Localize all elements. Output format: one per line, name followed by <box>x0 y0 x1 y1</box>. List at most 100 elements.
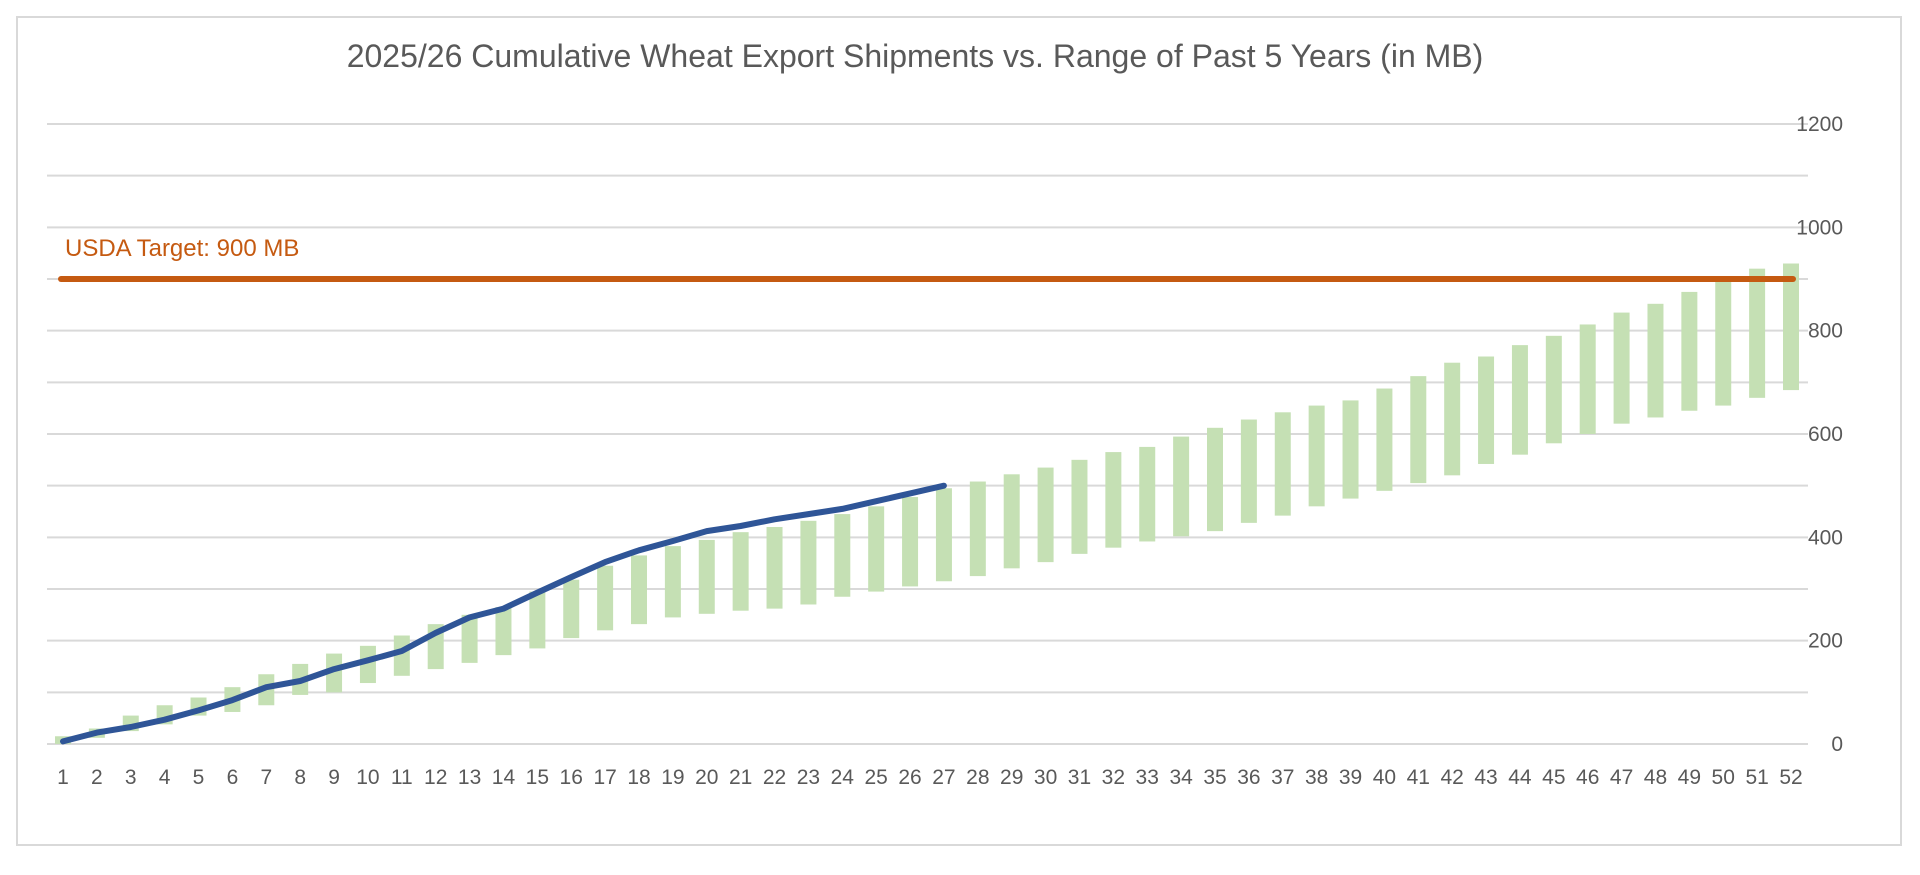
x-tick-label: 3 <box>125 766 137 789</box>
x-tick-label: 44 <box>1508 766 1532 789</box>
x-tick-label: 33 <box>1136 766 1159 789</box>
y-tick-label: 600 <box>1808 423 1843 446</box>
x-tick-label: 10 <box>356 766 379 789</box>
x-tick-label: 37 <box>1271 766 1294 789</box>
x-tick-label: 8 <box>294 766 306 789</box>
x-tick-label: 31 <box>1068 766 1091 789</box>
x-tick-label: 15 <box>526 766 549 789</box>
x-tick-label: 46 <box>1576 766 1599 789</box>
x-tick-label: 11 <box>391 766 413 789</box>
range-bars <box>55 263 1799 744</box>
range-bar <box>902 497 919 587</box>
x-tick-label: 17 <box>593 766 616 789</box>
x-tick-label: 40 <box>1373 766 1396 789</box>
range-bar <box>326 653 343 693</box>
x-tick-label: 23 <box>797 766 820 789</box>
range-bar <box>1207 427 1223 532</box>
x-tick-label: 21 <box>729 766 752 789</box>
range-bar <box>1783 263 1799 391</box>
x-tick-label: 6 <box>227 766 239 789</box>
range-bar <box>1478 356 1495 464</box>
shipments-line <box>60 482 947 745</box>
x-tick-label: 9 <box>328 766 340 789</box>
x-tick-label: 34 <box>1169 766 1193 789</box>
y-tick-label: 1200 <box>1796 113 1843 136</box>
range-bar <box>495 607 512 656</box>
x-tick-label: 22 <box>763 766 786 789</box>
x-tick-label: 29 <box>1000 766 1023 789</box>
x-tick-label: 16 <box>560 766 583 789</box>
range-bar <box>529 591 546 649</box>
range-bar <box>732 532 749 611</box>
x-tick-label: 42 <box>1440 766 1463 789</box>
x-tick-label: 14 <box>492 766 516 789</box>
x-tick-label: 48 <box>1644 766 1667 789</box>
x-tick-label: 36 <box>1237 766 1260 789</box>
x-tick-label: 32 <box>1102 766 1125 789</box>
x-axis-ticks: 1 2 3 4 5 6 7 8 9 10 11 12 13 14 15 16 17 18 19 20 21 22 23 24 2… <box>57 766 1803 789</box>
x-tick-label: 28 <box>966 766 989 789</box>
range-bar <box>1139 446 1156 542</box>
x-tick-label: 43 <box>1474 766 1497 789</box>
target-line-group: USDA Target: 900 MB <box>58 235 1796 282</box>
x-tick-label: 50 <box>1712 766 1735 789</box>
range-bar <box>1003 474 1020 569</box>
range-bar <box>664 546 681 618</box>
x-tick-label: 27 <box>932 766 955 789</box>
range-bar <box>1173 436 1190 537</box>
y-tick-label: 200 <box>1808 630 1843 653</box>
x-tick-label: 20 <box>695 766 718 789</box>
x-tick-label: 13 <box>458 766 481 789</box>
range-bar <box>1681 291 1698 411</box>
x-tick-label: 19 <box>661 766 684 789</box>
x-tick-label: 49 <box>1678 766 1701 789</box>
x-tick-label: 47 <box>1610 766 1633 789</box>
range-bar <box>1579 324 1596 434</box>
usda-target-label: USDA Target: 900 MB <box>65 235 299 262</box>
x-tick-label: 1 <box>57 766 69 789</box>
x-tick-label: 30 <box>1034 766 1057 789</box>
range-bar <box>1274 412 1291 516</box>
y-tick-label: 0 <box>1831 733 1843 756</box>
range-bar <box>834 514 851 597</box>
range-bar <box>766 527 783 609</box>
y-tick-label: 1000 <box>1796 216 1843 239</box>
range-bar <box>1037 467 1054 563</box>
range-bar <box>1749 268 1766 398</box>
y-tick-label: 800 <box>1808 320 1843 343</box>
x-tick-label: 4 <box>159 766 171 789</box>
x-tick-label: 5 <box>193 766 205 789</box>
range-bar <box>800 520 817 605</box>
x-tick-label: 12 <box>424 766 447 789</box>
x-tick-label: 26 <box>898 766 921 789</box>
range-bar <box>1071 459 1088 554</box>
y-tick-label: 400 <box>1808 526 1843 549</box>
range-bar <box>1613 312 1630 424</box>
range-bar <box>1511 345 1528 455</box>
x-tick-label: 39 <box>1339 766 1362 789</box>
range-bar <box>1410 376 1427 484</box>
range-bar <box>631 555 647 625</box>
range-bar <box>393 635 410 676</box>
x-tick-label: 25 <box>864 766 887 789</box>
range-bar <box>698 539 715 614</box>
range-bar <box>1240 419 1257 523</box>
range-bar <box>1715 279 1732 406</box>
range-bar <box>1105 452 1122 548</box>
range-bar <box>1308 405 1325 507</box>
x-tick-label: 38 <box>1305 766 1328 789</box>
x-tick-label: 24 <box>831 766 855 789</box>
range-bar <box>868 506 885 592</box>
x-tick-label: 7 <box>260 766 272 789</box>
range-bar <box>461 614 478 663</box>
range-bar <box>563 579 580 639</box>
x-tick-label: 18 <box>627 766 650 789</box>
range-bar <box>969 481 986 577</box>
x-tick-label: 52 <box>1779 766 1802 789</box>
y-axis-ticks: 0 200 400 600 800 1000 1200 <box>1796 113 1843 756</box>
range-bar <box>1376 388 1393 491</box>
range-bar <box>935 488 952 582</box>
shipments-line-group <box>60 482 947 745</box>
range-bar <box>1647 303 1664 418</box>
